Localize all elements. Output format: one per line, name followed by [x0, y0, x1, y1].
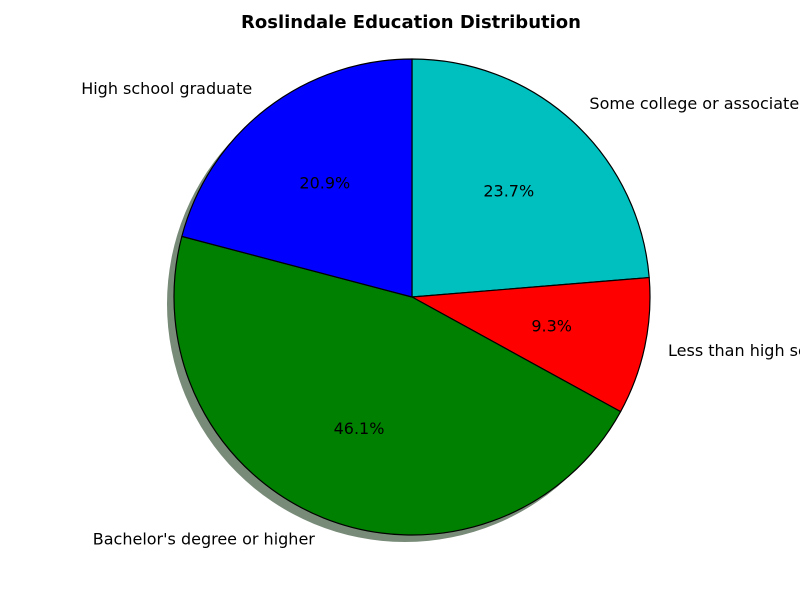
- slice-percent-less-than-high-school: 9.3%: [531, 316, 572, 335]
- pie-slices: [173, 58, 651, 536]
- pie-slice-high-school-graduate: [181, 58, 413, 298]
- slice-label-bachelor-s-degree-or-higher: Bachelor's degree or higher: [93, 530, 316, 549]
- slice-label-high-school-graduate: High school graduate: [81, 79, 252, 98]
- slice-label-less-than-high-school: Less than high school: [668, 341, 800, 360]
- slice-percent-bachelor-s-degree-or-higher: 46.1%: [334, 419, 385, 438]
- pie-slice-less-than-high-school: [411, 276, 651, 413]
- chart-title: Roslindale Education Distribution: [241, 12, 581, 33]
- pie-slice-bachelor-s-degree-or-higher: [173, 235, 622, 536]
- pie-labels: Some college or associate's degree 23.7% L…: [81, 79, 800, 548]
- slice-percent-some-college-or-associate-s-degree: 23.7%: [483, 181, 534, 200]
- pie-slice-some-college-or-associate-s-degree: [411, 58, 650, 298]
- slice-label-some-college-or-associate-s-degree: Some college or associate's degree: [589, 94, 800, 113]
- slice-percent-high-school-graduate: 20.9%: [299, 173, 350, 192]
